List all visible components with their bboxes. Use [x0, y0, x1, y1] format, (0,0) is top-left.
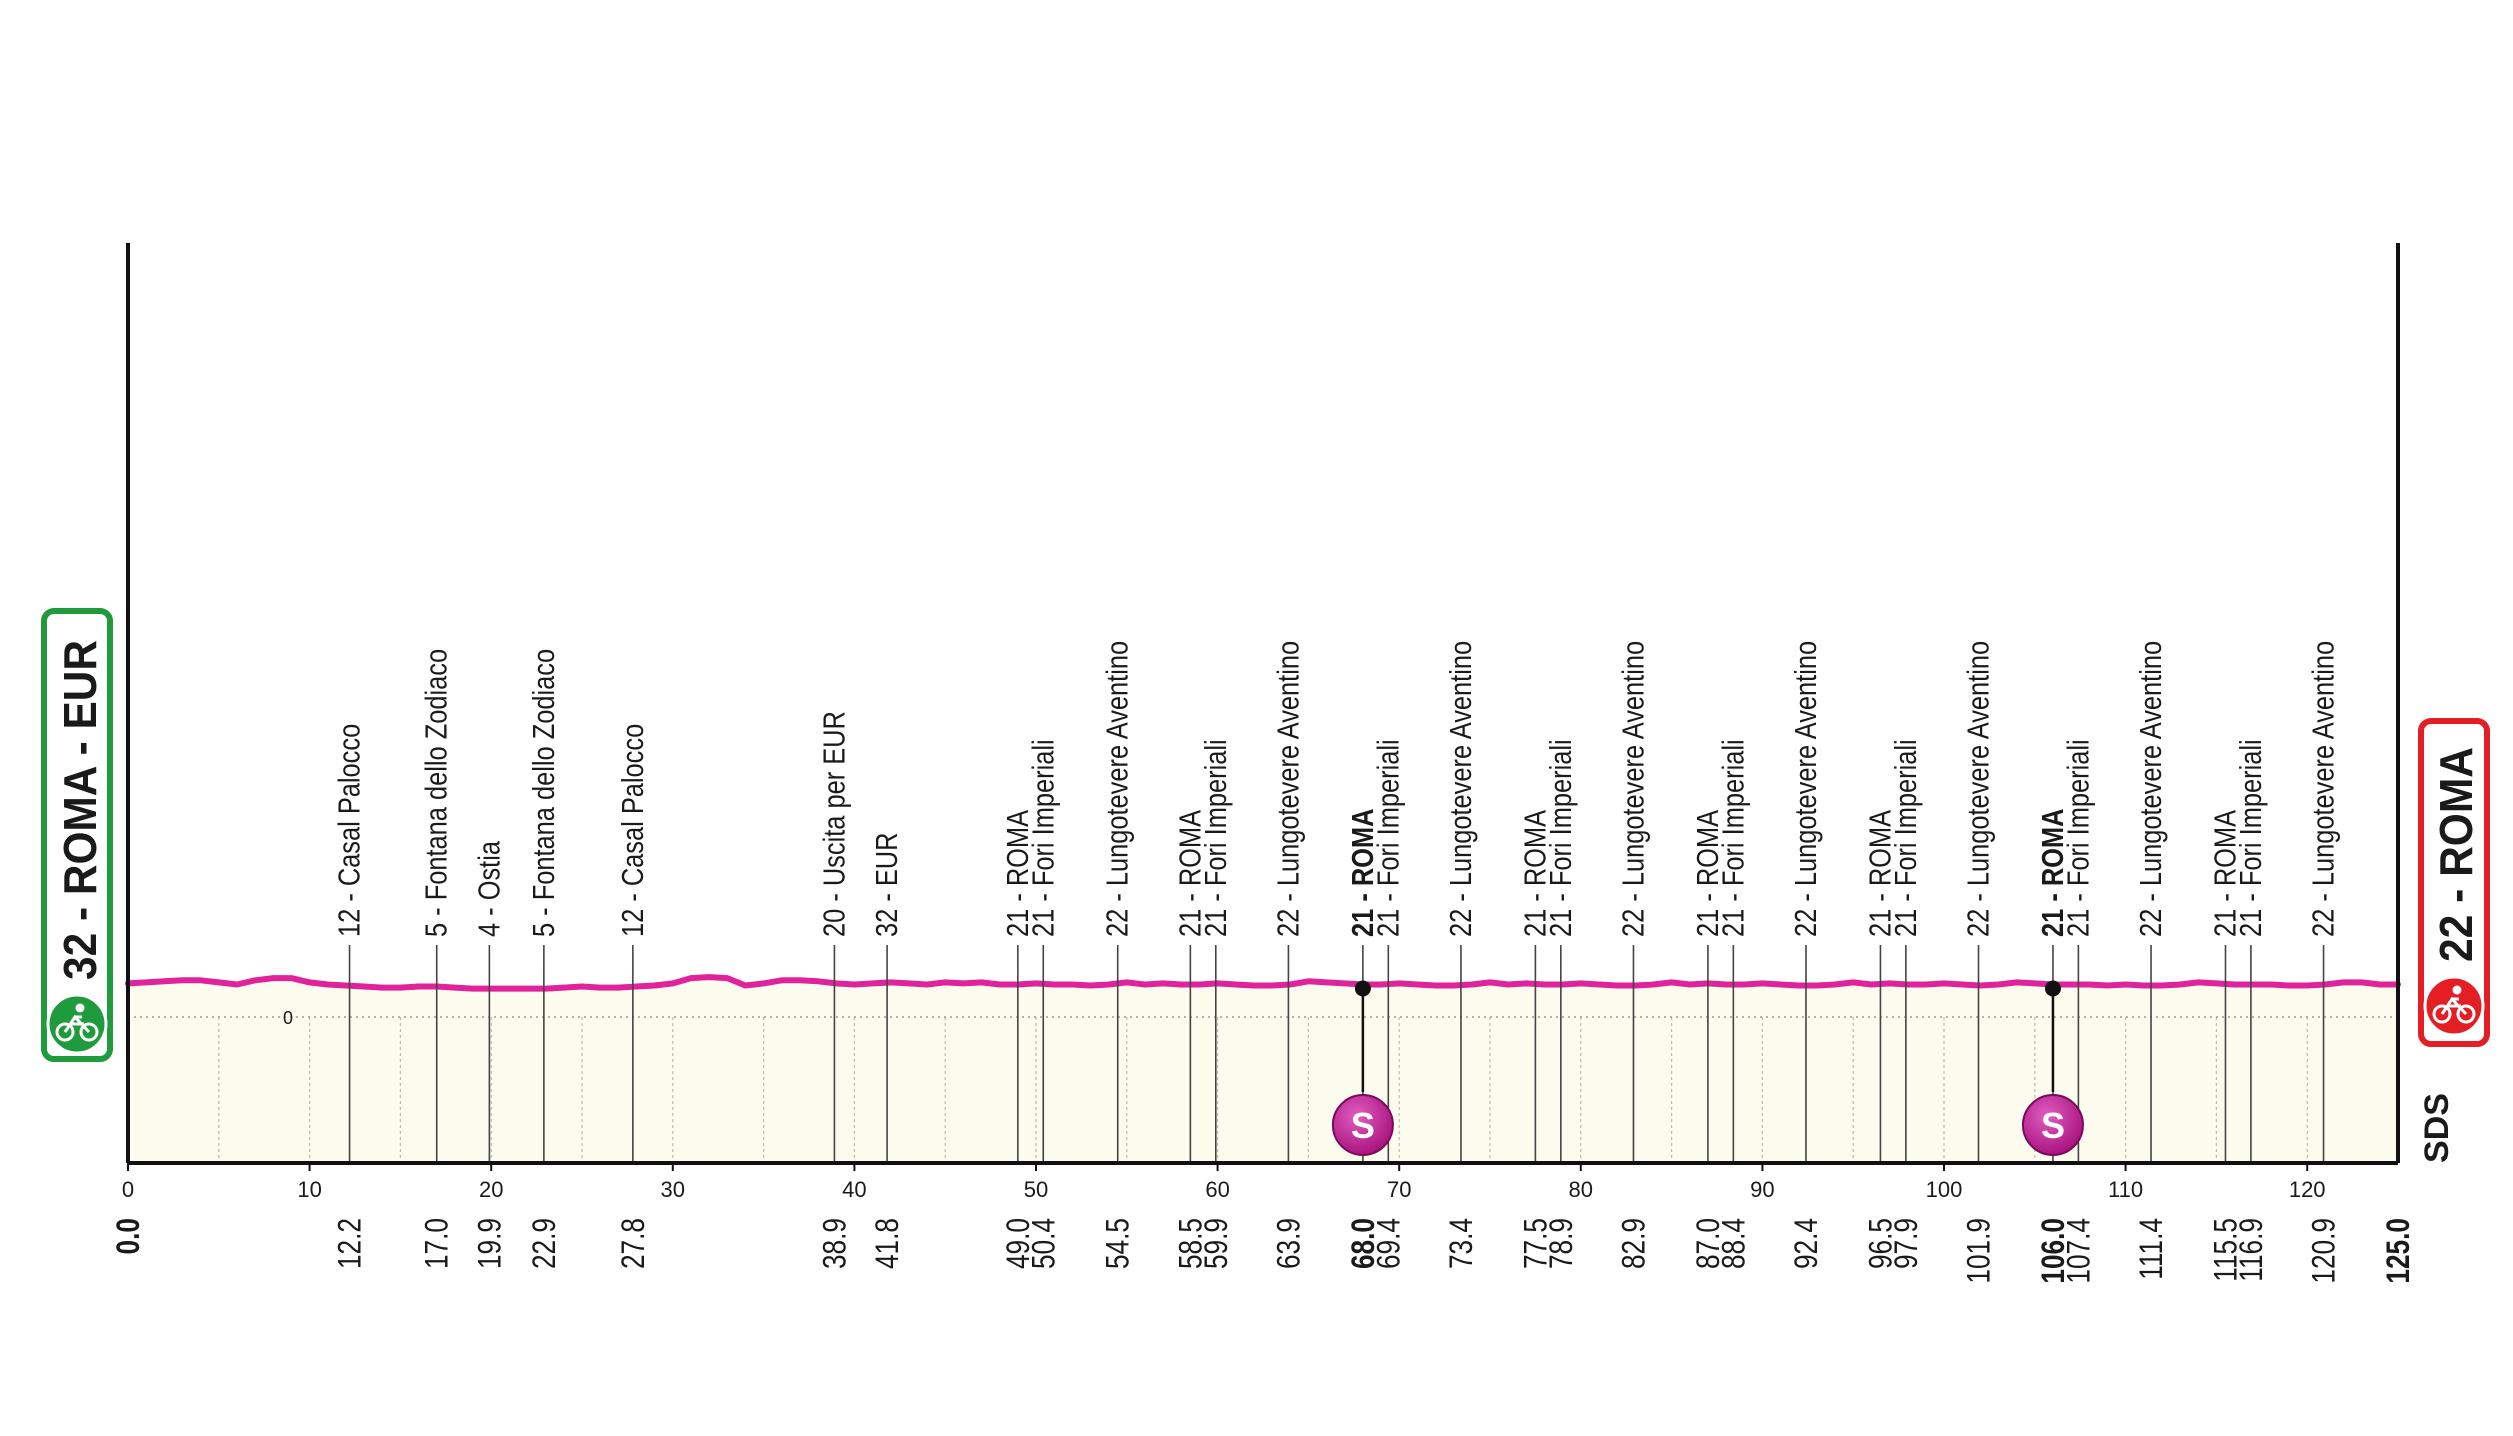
- x-axis: 0 10 20 30 40 50 60 70 80 90 100 110 120: [122, 243, 2400, 1202]
- waypoint-label: 22 - Lungotevere Aventino: [1100, 641, 1135, 937]
- waypoint-label: 21 - ROMA: [2036, 809, 2071, 937]
- waypoint-label: 21 - Fori Imperiali: [1543, 739, 1578, 937]
- waypoint-label: 21 - ROMA: [1001, 810, 1036, 937]
- x-tick-label: 40: [842, 1177, 866, 1202]
- waypoint-label: 21 - Fori Imperiali: [1198, 739, 1233, 937]
- waypoint-label: 21 - Fori Imperiali: [2234, 739, 2269, 937]
- km-label: 49.0: [1002, 1218, 1037, 1269]
- km-label: 38.9: [818, 1218, 853, 1269]
- waypoint-label: 21 - Fori Imperiali: [1889, 739, 1924, 937]
- waypoint-label: 22 - Lungotevere Aventino: [1961, 641, 1996, 937]
- x-tick-label: 120: [2289, 1177, 2326, 1202]
- km-label: 78.9: [1544, 1218, 1579, 1269]
- km-label: 97.9: [1890, 1218, 1925, 1269]
- waypoint-label: 22 - Lungotevere Aventino: [1789, 641, 1824, 937]
- km-label: 19.9: [473, 1218, 508, 1269]
- x-tick-label: 10: [297, 1177, 321, 1202]
- waypoint-label: 22 - Lungotevere Aventino: [1271, 641, 1306, 937]
- sprint-icon: [2021, 1094, 2084, 1156]
- waypoint-label: 12 - Casal Palocco: [332, 724, 367, 937]
- km-label: 41.8: [871, 1218, 906, 1269]
- waypoint-label: 22 - Lungotevere Aventino: [2134, 641, 2169, 937]
- km-label: 68.0: [1347, 1218, 1382, 1269]
- start-label: 32 - ROMA - EUR: [54, 640, 106, 980]
- x-tick-label: 30: [661, 1177, 685, 1202]
- waypoint-label: 21 - Fori Imperiali: [2061, 739, 2096, 937]
- km-label: 87.0: [1692, 1218, 1727, 1269]
- km-label: 106.0: [2037, 1218, 2072, 1284]
- sds-logo: SDS: [2418, 1093, 2456, 1163]
- x-tick-label: 0: [122, 1177, 134, 1202]
- x-tick-label: 100: [1926, 1177, 1963, 1202]
- sprint-icon-label: S: [2041, 1105, 2065, 1146]
- waypoint-label: 22 - Lungotevere Aventino: [2306, 641, 2341, 937]
- x-tick-label: 110: [2108, 1177, 2143, 1202]
- finish-badge: 22 - ROMA: [2418, 718, 2490, 1047]
- km-label: 120.9: [2307, 1218, 2342, 1284]
- km-label: 27.8: [617, 1218, 652, 1269]
- km-label: 22.9: [528, 1218, 563, 1269]
- waypoint-label: 21 - ROMA: [1173, 810, 1208, 937]
- finish-label: 22 - ROMA: [2430, 747, 2482, 962]
- waypoint-label: 21 - ROMA: [1863, 810, 1898, 937]
- waypoint-label: 21 - ROMA: [1518, 810, 1553, 937]
- bicycle-icon: [55, 1003, 99, 1042]
- bicycle-icon: [2432, 985, 2476, 1024]
- waypoint-label: 32 - EUR: [870, 833, 905, 937]
- waypoint-label: 21 - ROMA: [1691, 810, 1726, 937]
- waypoint-label: 21 - Fori Imperiali: [1716, 739, 1751, 937]
- profile-area: [128, 977, 2398, 1163]
- waypoint-label: 4 - Ostia: [472, 841, 507, 937]
- sprint-icon: [1331, 1094, 1394, 1156]
- x-tick-label: 20: [479, 1177, 503, 1202]
- waypoint-label: 22 - Lungotevere Aventino: [1616, 641, 1651, 937]
- waypoint-label: 12 - Casal Palocco: [616, 724, 651, 937]
- km-label: 96.5: [1864, 1218, 1899, 1269]
- km-label: 17.0: [420, 1218, 455, 1269]
- km-label: 111.4: [2135, 1218, 2170, 1280]
- waypoint-label: 5 - Fontana dello Zodiaco: [419, 649, 454, 937]
- waypoint-label: 5 - Fontana dello Zodiaco: [527, 649, 562, 937]
- waypoint-label: 21 - Fori Imperiali: [1026, 739, 1061, 937]
- waypoints: 12 - Casal Palocco 5 - Fontana dello Zodi…: [332, 641, 2341, 1163]
- sprint-dot: [1354, 980, 1371, 997]
- km-label: 92.4: [1790, 1218, 1825, 1269]
- km-label: 69.4: [1372, 1218, 1407, 1269]
- km-label: 50.4: [1027, 1218, 1062, 1269]
- waypoint-label: 22 - Lungotevere Aventino: [1444, 641, 1479, 937]
- x-tick-label: 50: [1024, 1177, 1048, 1202]
- km-label: 59.9: [1199, 1218, 1234, 1269]
- km-label: 73.4: [1445, 1218, 1480, 1269]
- y-zero-label: 0: [283, 1008, 293, 1028]
- sprint-dot: [2044, 980, 2061, 997]
- km-label: 101.9: [1962, 1218, 1997, 1284]
- km-label: 115.5: [2209, 1218, 2244, 1282]
- waypoint-label: 21 - ROMA: [1346, 809, 1381, 937]
- km-labels: 0.0 12.2 17.0 19.9 22.9 27.8 38.9 41.8 49.050.4 5…: [112, 1218, 2417, 1284]
- km-label: 58.5: [1174, 1218, 1209, 1269]
- km-label: 12.2: [333, 1218, 368, 1269]
- km-label: 77.5: [1519, 1218, 1554, 1269]
- km-label: 54.5: [1101, 1218, 1136, 1269]
- waypoint-label: 21 - ROMA: [2208, 810, 2243, 937]
- waypoint-label: 20 - Uscita per EUR: [817, 711, 852, 937]
- waypoint-label: 21 - Fori Imperiali: [1371, 739, 1406, 937]
- plot-area: [125, 974, 2401, 1163]
- km-label: 82.9: [1617, 1218, 1652, 1269]
- sprint-icon-label: S: [1351, 1105, 1375, 1146]
- x-tick-label: 90: [1750, 1177, 1774, 1202]
- km-label: 63.9: [1272, 1218, 1307, 1269]
- km-label: 0.0: [112, 1218, 147, 1254]
- x-tick-label: 80: [1569, 1177, 1593, 1202]
- profile-line: [125, 974, 2401, 992]
- km-label: 125.0: [2382, 1218, 2417, 1284]
- start-badge: 32 - ROMA - EUR: [41, 608, 113, 1062]
- km-label: 107.4: [2062, 1218, 2097, 1284]
- km-label: 116.9: [2235, 1218, 2270, 1282]
- x-tick-label: 70: [1387, 1177, 1411, 1202]
- x-tick-label: 60: [1205, 1177, 1229, 1202]
- km-label: 88.4: [1717, 1218, 1752, 1269]
